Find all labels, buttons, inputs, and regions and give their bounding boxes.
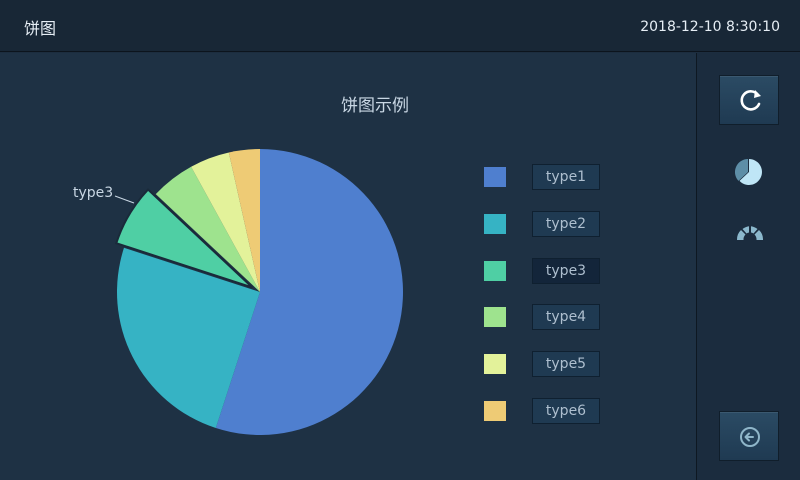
legend-swatch xyxy=(484,260,506,281)
callout-leader-line xyxy=(114,195,135,204)
legend-swatch xyxy=(484,167,506,187)
legend-item-type1: type1 xyxy=(483,163,623,191)
legend-button-type4[interactable]: type4 xyxy=(532,304,600,331)
legend-item-type5: type5 xyxy=(483,350,623,378)
gauge-icon xyxy=(736,226,764,240)
chart-panel: 饼图示例 type3 type1 type2 type3 type4 type5 type… xyxy=(0,53,696,480)
datetime-display: 2018-12-10 8:30:10 xyxy=(640,19,780,35)
legend-button-type3[interactable]: type3 xyxy=(532,257,600,284)
back-button[interactable] xyxy=(719,411,779,461)
legend-button-type5[interactable]: type5 xyxy=(532,351,600,378)
legend-button-type6[interactable]: type6 xyxy=(532,398,600,424)
pie-slice-type6[interactable] xyxy=(228,149,260,292)
refresh-button[interactable] xyxy=(719,75,779,125)
page-title: 饼图 xyxy=(24,19,57,38)
refresh-icon xyxy=(740,90,761,111)
pie-chart-nav-button[interactable] xyxy=(734,158,763,190)
legend-button-type1[interactable]: type1 xyxy=(532,164,600,190)
pie-slice-type5[interactable] xyxy=(191,152,260,292)
legend-button-type2[interactable]: type2 xyxy=(532,210,600,237)
legend-swatch xyxy=(484,307,506,328)
chart-title: 饼图示例 xyxy=(341,96,409,116)
back-icon xyxy=(740,427,760,447)
header-bar: 饼图 2018-12-10 8:30:10 xyxy=(0,0,800,52)
pie-slice-type1[interactable] xyxy=(215,149,404,436)
legend-item-type3: type3 xyxy=(483,257,623,285)
legend-item-type6: type6 xyxy=(483,397,623,425)
sidebar xyxy=(696,53,800,480)
legend-swatch xyxy=(484,354,506,375)
legend-swatch xyxy=(484,213,506,234)
legend-item-type4: type4 xyxy=(483,303,623,331)
pie-slice-type4[interactable] xyxy=(155,166,260,292)
slice-callout-label: type3 xyxy=(73,185,113,201)
gauge-nav-button[interactable] xyxy=(735,223,765,247)
pie-chart-icon xyxy=(734,158,762,185)
legend-swatch xyxy=(484,401,506,421)
legend-item-type2: type2 xyxy=(483,210,623,238)
pie-chart: type3 xyxy=(73,149,404,436)
pie-slice-type3[interactable] xyxy=(114,188,253,289)
pie-slice-type2[interactable] xyxy=(116,247,260,429)
